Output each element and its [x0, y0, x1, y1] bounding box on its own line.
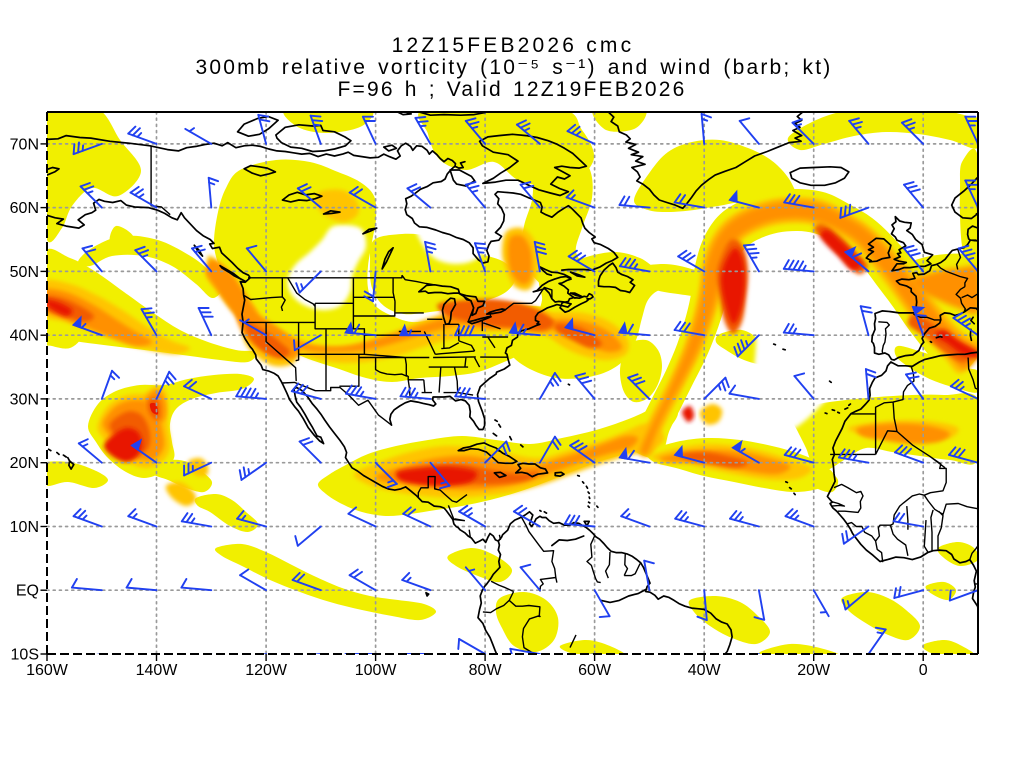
svg-text:40N: 40N: [10, 328, 39, 345]
svg-text:140W: 140W: [136, 662, 179, 679]
svg-text:120W: 120W: [245, 662, 288, 679]
svg-text:60W: 60W: [578, 662, 612, 679]
svg-text:0: 0: [919, 662, 928, 679]
svg-text:50N: 50N: [10, 264, 39, 281]
svg-text:80W: 80W: [469, 662, 503, 679]
svg-text:EQ: EQ: [16, 583, 39, 600]
svg-text:10N: 10N: [10, 519, 39, 536]
svg-text:40W: 40W: [688, 662, 722, 679]
svg-text:20W: 20W: [797, 662, 831, 679]
svg-text:10S: 10S: [11, 647, 39, 664]
svg-text:160W: 160W: [26, 662, 69, 679]
svg-text:300mb relative vorticity (10⁻⁵: 300mb relative vorticity (10⁻⁵ s⁻¹) and …: [196, 56, 833, 79]
svg-text:F=96 h ; Valid 12Z19FEB2026: F=96 h ; Valid 12Z19FEB2026: [338, 78, 687, 101]
svg-text:12Z15FEB2026 cmc: 12Z15FEB2026 cmc: [392, 34, 635, 57]
svg-text:30N: 30N: [10, 391, 39, 408]
svg-text:100W: 100W: [355, 662, 398, 679]
svg-text:70N: 70N: [10, 136, 39, 153]
svg-text:60N: 60N: [10, 200, 39, 217]
svg-text:20N: 20N: [10, 455, 39, 472]
